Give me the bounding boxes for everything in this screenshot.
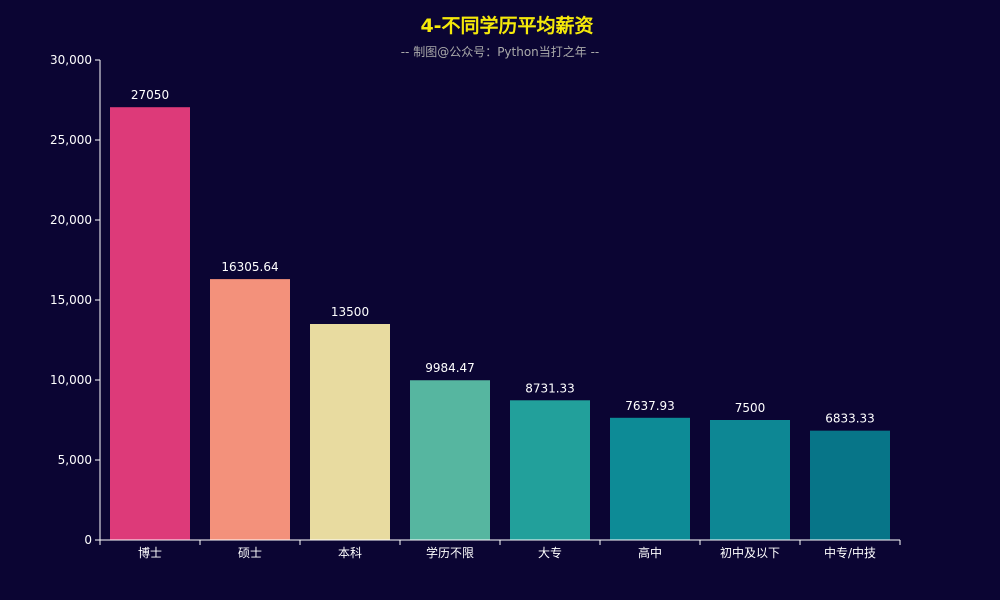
bar-3 bbox=[410, 380, 490, 540]
chart-subtitle: -- 制图@公众号：Python当打之年 -- bbox=[401, 45, 600, 59]
x-tick-label-0: 博士 bbox=[138, 545, 162, 560]
bar-4 bbox=[510, 400, 590, 540]
x-tick-label-1: 硕士 bbox=[238, 546, 262, 560]
data-label-1: 16305.64 bbox=[221, 260, 278, 274]
bar-0 bbox=[110, 107, 190, 540]
x-tick-label-4: 大专 bbox=[538, 545, 562, 560]
y-tick-label-1: 5,000 bbox=[58, 453, 92, 467]
data-label-0: 27050 bbox=[131, 88, 169, 102]
data-label-5: 7637.93 bbox=[625, 399, 675, 413]
axes-layer: 0 5,000 10,000 15,000 20,000 25,000 30,000 博士 硕士… bbox=[50, 53, 901, 560]
bar-7 bbox=[810, 430, 890, 540]
data-label-6: 7500 bbox=[735, 401, 766, 415]
bar-1 bbox=[210, 279, 290, 540]
x-tick-label-6: 初中及以下 bbox=[720, 545, 780, 560]
bar-6 bbox=[710, 420, 790, 540]
bars-layer: 27050 16305.64 13500 9984.47 8731.33 7637.93 7… bbox=[110, 88, 890, 540]
data-label-2: 13500 bbox=[331, 305, 369, 319]
chart-title: 4-不同学历平均薪资 bbox=[420, 14, 593, 37]
x-tick-label-7: 中专/中技 bbox=[824, 545, 876, 560]
y-tick-label-6: 30,000 bbox=[50, 53, 92, 67]
y-tick-label-3: 15,000 bbox=[50, 293, 92, 307]
data-label-4: 8731.33 bbox=[525, 381, 575, 395]
data-label-3: 9984.47 bbox=[425, 361, 475, 375]
y-tick-label-2: 10,000 bbox=[50, 373, 92, 387]
bar-2 bbox=[310, 324, 390, 540]
data-label-7: 6833.33 bbox=[825, 412, 875, 426]
x-tick-label-5: 高中 bbox=[638, 545, 662, 560]
y-tick-label-4: 20,000 bbox=[50, 213, 92, 227]
x-tick-label-3: 学历不限 bbox=[426, 545, 474, 560]
bar-5 bbox=[610, 417, 690, 540]
x-tick-label-2: 本科 bbox=[338, 546, 362, 560]
y-tick-label-5: 25,000 bbox=[50, 133, 92, 147]
y-tick-label-0: 0 bbox=[84, 533, 92, 547]
